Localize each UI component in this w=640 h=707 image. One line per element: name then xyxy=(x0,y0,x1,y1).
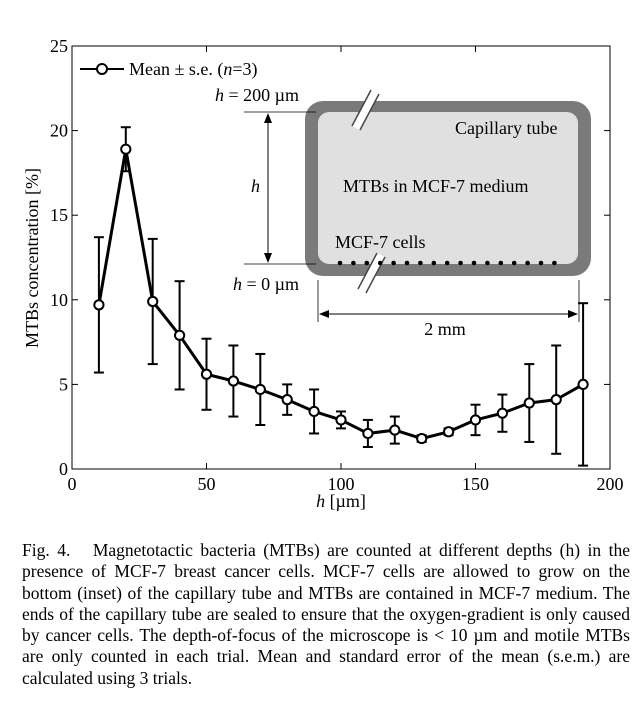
cell-dot xyxy=(458,260,463,266)
tube-break-top xyxy=(352,89,379,131)
tube-break-top-edge-b xyxy=(359,93,380,131)
x-axis-label: h [µm] xyxy=(316,491,366,511)
data-point xyxy=(416,432,428,445)
data-point xyxy=(174,329,186,341)
h0-label: h = 0 µm xyxy=(233,274,299,294)
cell-dot xyxy=(364,260,370,266)
h-arrow-head-top xyxy=(264,113,272,123)
cell-dot xyxy=(552,260,557,266)
x-tick-label: 150 xyxy=(462,474,489,494)
data-point xyxy=(200,368,213,380)
data-point xyxy=(120,143,132,155)
width-arrow-head-left xyxy=(319,310,329,318)
figure-caption: Fig. 4. Magnetotactic bacteria (MTBs) ar… xyxy=(22,540,630,689)
capillary-tube-interior xyxy=(318,112,578,264)
cell-dot xyxy=(511,260,517,266)
legend: Mean ± s.e. (n=3) xyxy=(80,59,258,80)
cell-dot xyxy=(444,260,450,266)
width-arrow-head-right xyxy=(568,310,578,318)
data-point xyxy=(469,414,482,426)
mcf7-cells xyxy=(337,260,557,266)
y-tick-label: 15 xyxy=(50,205,68,225)
width-label: 2 mm xyxy=(424,319,466,339)
data-point xyxy=(227,375,239,387)
x-tick-label: 0 xyxy=(68,474,77,494)
legend-label: Mean ± s.e. (n=3) xyxy=(129,59,258,80)
data-point xyxy=(93,299,105,311)
cells-label: MCF-7 cells xyxy=(335,232,426,252)
cell-dot xyxy=(471,260,477,266)
cell-dot xyxy=(404,260,410,266)
cell-dot xyxy=(431,260,437,266)
y-tick-label: 5 xyxy=(59,374,68,394)
h-arrow-head-bottom xyxy=(264,253,272,263)
data-point xyxy=(308,405,320,418)
data-point xyxy=(254,383,266,396)
data-point xyxy=(496,407,508,419)
cell-dot xyxy=(525,260,530,266)
caption-text: Magnetotactic bacteria (MTBs) are counte… xyxy=(22,540,630,688)
cell-dot xyxy=(418,260,423,266)
legend-marker xyxy=(96,63,108,75)
data-point xyxy=(362,427,374,440)
h200-label: h = 200 µm xyxy=(215,85,299,105)
data-point xyxy=(147,295,159,308)
tube-break-top-edge-a xyxy=(351,89,372,127)
data-point xyxy=(443,426,455,438)
cell-dot xyxy=(337,260,343,266)
y-tick-label: 25 xyxy=(50,36,68,56)
data-point xyxy=(550,394,562,406)
data-series xyxy=(93,126,589,467)
tube-label: Capillary tube xyxy=(455,118,557,138)
x-tick-label: 50 xyxy=(198,474,216,494)
y-tick-label: 20 xyxy=(50,121,68,141)
axis-ticks: 0 50 100 150 200 0 5 10 15 20 25 xyxy=(50,36,624,494)
inset-diagram: h = 200 µm h = 0 µm h Capillary tube MTB… xyxy=(215,85,591,339)
cell-dot xyxy=(351,260,356,266)
cell-dot xyxy=(538,260,544,266)
data-point xyxy=(577,378,589,390)
cell-dot xyxy=(498,260,504,266)
medium-label: MTBs in MCF-7 medium xyxy=(343,176,529,196)
cell-dot xyxy=(391,260,396,266)
tube-break-bottom xyxy=(358,252,385,294)
y-tick-label: 10 xyxy=(50,290,68,310)
x-tick-label: 100 xyxy=(328,474,355,494)
data-point xyxy=(523,397,535,409)
data-point xyxy=(335,414,347,426)
cell-dot xyxy=(485,260,490,266)
chart: 0 50 100 150 200 0 5 10 15 20 25 MTBs concentratio… xyxy=(22,36,624,511)
cell-dot xyxy=(377,260,383,266)
tube-break-bottom-edge-a xyxy=(357,252,378,290)
data-point xyxy=(389,424,401,436)
y-axis-label: MTBs concentration [%] xyxy=(22,168,42,348)
x-tick-label: 200 xyxy=(597,474,624,494)
h-side-label: h xyxy=(251,176,260,196)
y-tick-label: 0 xyxy=(59,459,68,479)
caption-fig-number: Fig. 4. xyxy=(22,540,71,560)
data-point xyxy=(281,394,293,406)
